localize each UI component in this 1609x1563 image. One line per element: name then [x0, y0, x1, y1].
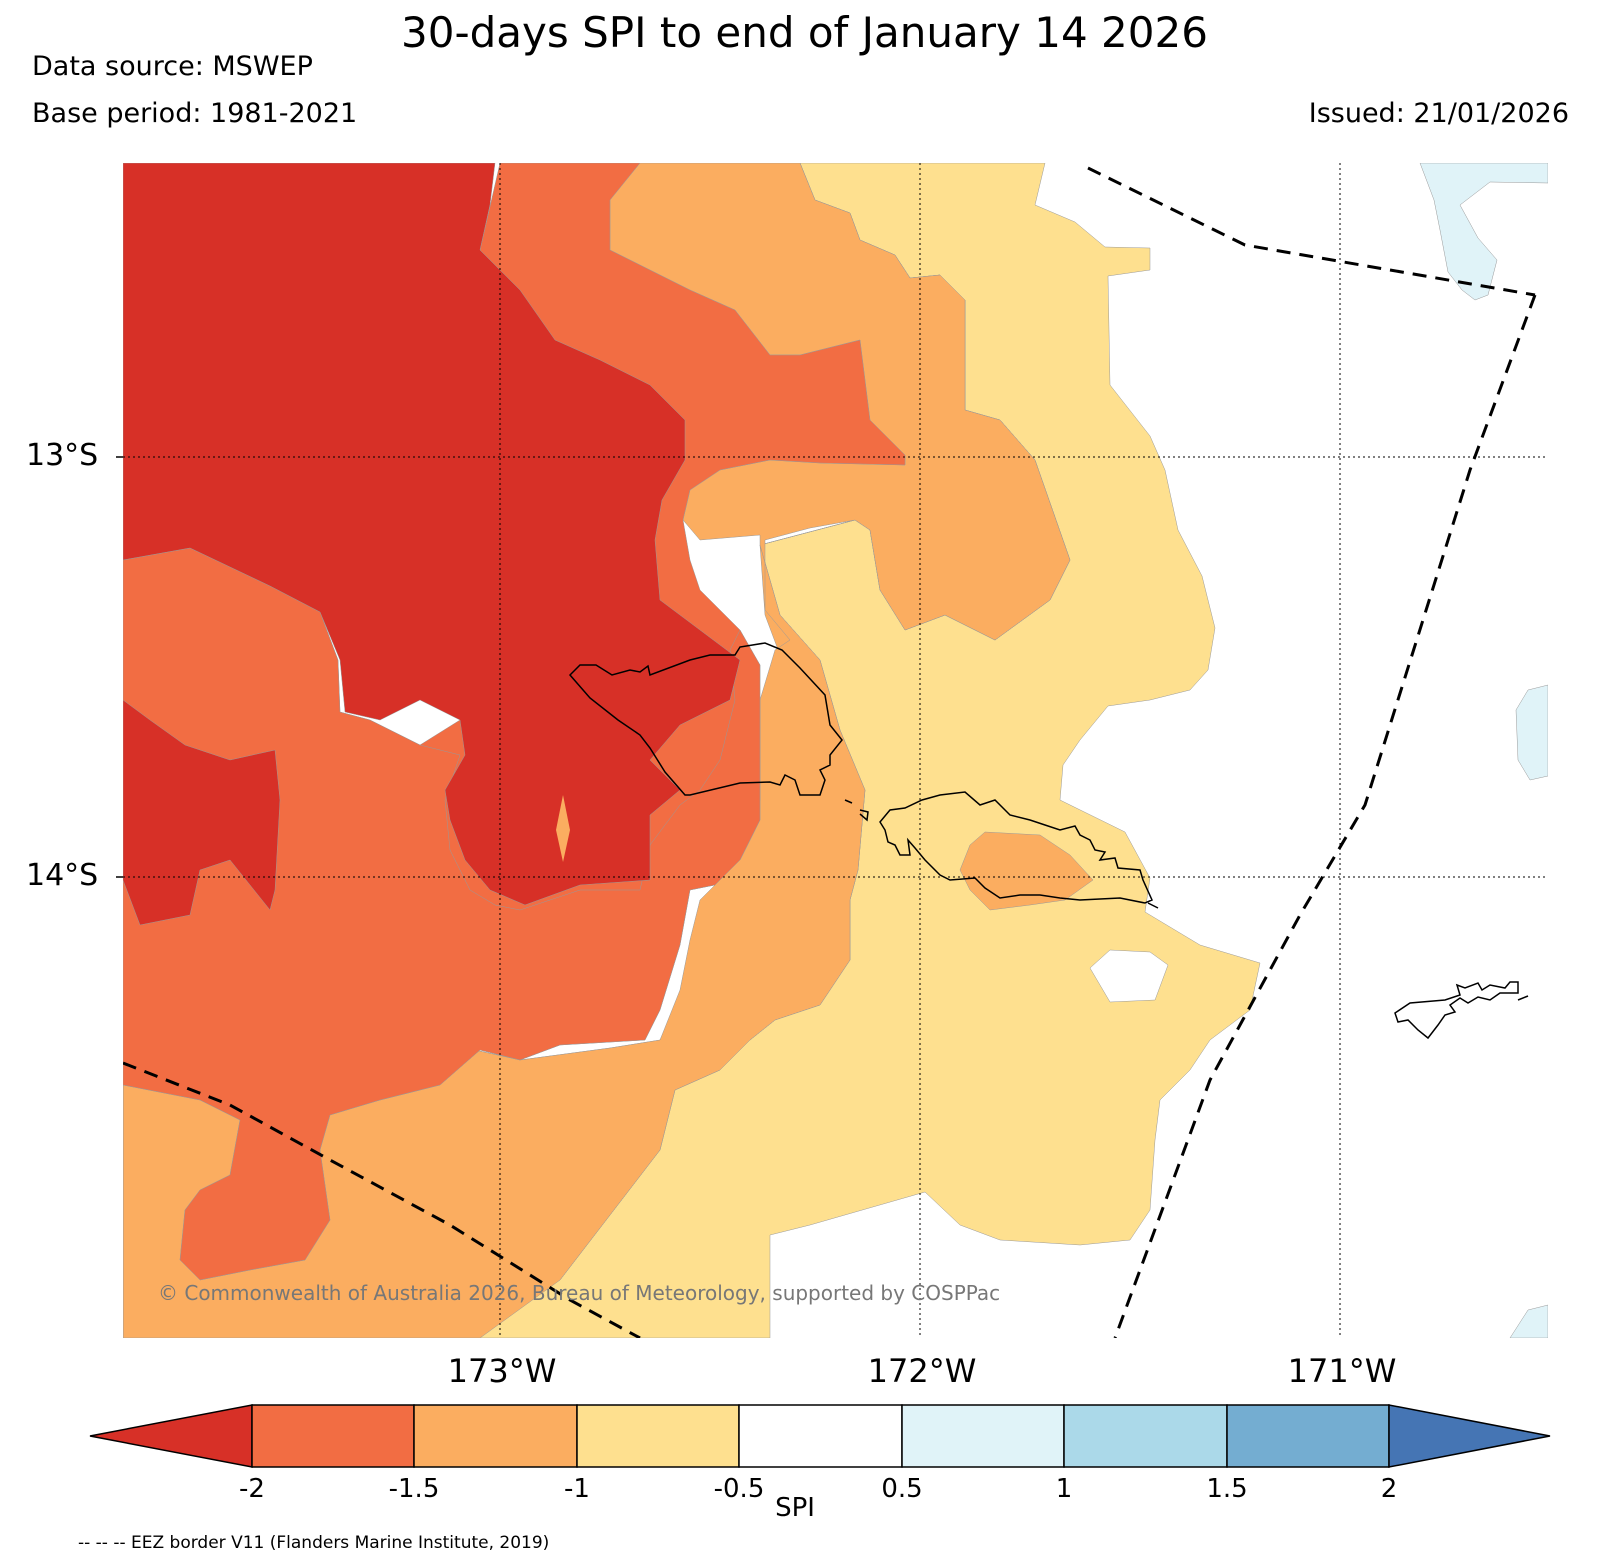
spi-zone-below-minus2-southwest — [123, 699, 281, 926]
spi-zone-0.5-to-1-northeast — [1419, 163, 1548, 301]
spi-zone-minus2-to-minus1.5-west — [123, 547, 761, 1281]
upolu-tail — [1147, 902, 1159, 909]
eez-border-southwest — [123, 1061, 641, 1338]
colorbar-bin-1 — [251, 1404, 415, 1468]
issued-date-label: Issued: 21/01/2026 — [1308, 98, 1569, 129]
savaii-coastline — [568, 642, 843, 796]
lon-label-173w: 173°W — [447, 1352, 557, 1390]
apolima-islet — [844, 799, 869, 822]
colorbar-tick-label: -1 — [564, 1474, 590, 1504]
colorbar-tick-label: 0.5 — [881, 1474, 923, 1504]
eez-border-east — [1113, 294, 1537, 1338]
colorbar — [89, 1404, 1551, 1468]
colorbar-extend-high — [1388, 1404, 1551, 1468]
spi-zone-minus1.5-to-minus1-pocket — [959, 831, 1094, 911]
data-source-label: Data source: MSWEP — [32, 51, 313, 82]
colorbar-extend-low — [89, 1404, 253, 1468]
eez-border-north — [1087, 166, 1536, 297]
spi-zone-below-minus2 — [123, 163, 741, 906]
colorbar-tick-label: 1 — [1055, 1474, 1073, 1504]
lon-label-171w: 171°W — [1287, 1352, 1397, 1390]
colorbar-bin-3 — [576, 1404, 740, 1468]
axis-ticks — [116, 456, 123, 878]
spi-zone-0.5-to-1-southeast — [1509, 1304, 1548, 1338]
tutuila-coastline — [1394, 981, 1519, 1040]
spi-map-area — [123, 163, 1548, 1338]
colorbar-bin-6 — [1063, 1404, 1228, 1468]
colorbar-bin-7 — [1226, 1404, 1390, 1468]
spi-zone-0.5-to-1-east — [1515, 684, 1548, 781]
colorbar-bin-2 — [413, 1404, 578, 1468]
lat-label-13s: 13°S — [26, 438, 99, 473]
lon-label-172w: 172°W — [867, 1352, 977, 1390]
tutuila-tail — [1517, 995, 1529, 1001]
colorbar-axis-label: SPI — [775, 1493, 815, 1523]
base-period-label: Base period: 1981-2021 — [32, 98, 358, 129]
colorbar-tick-label: 1.5 — [1206, 1474, 1248, 1504]
eez-footnote: -- -- -- EEZ border V11 (Flanders Marine… — [78, 1533, 550, 1553]
spi-zone-below-minus2-sliver — [556, 795, 570, 862]
colorbar-tick-label: -0.5 — [713, 1474, 765, 1504]
colorbar-tick-label: -2 — [239, 1474, 265, 1504]
map-title: 30-days SPI to end of January 14 2026 — [401, 8, 1208, 57]
upolu-coastline — [879, 791, 1153, 904]
lat-label-14s: 14°S — [26, 858, 99, 893]
eez-border — [123, 166, 1537, 1338]
colorbar-tick-label: 2 — [1380, 1474, 1398, 1504]
colorbar-bin-5 — [901, 1404, 1065, 1468]
colorbar-tick-label: -1.5 — [388, 1474, 440, 1504]
spi-zone-near-normal-pocket — [1089, 949, 1169, 1003]
graticule — [123, 163, 1548, 1338]
copyright-notice: © Commonwealth of Australia 2026, Bureau… — [158, 1281, 1001, 1305]
colorbar-bin-4 — [738, 1404, 903, 1468]
